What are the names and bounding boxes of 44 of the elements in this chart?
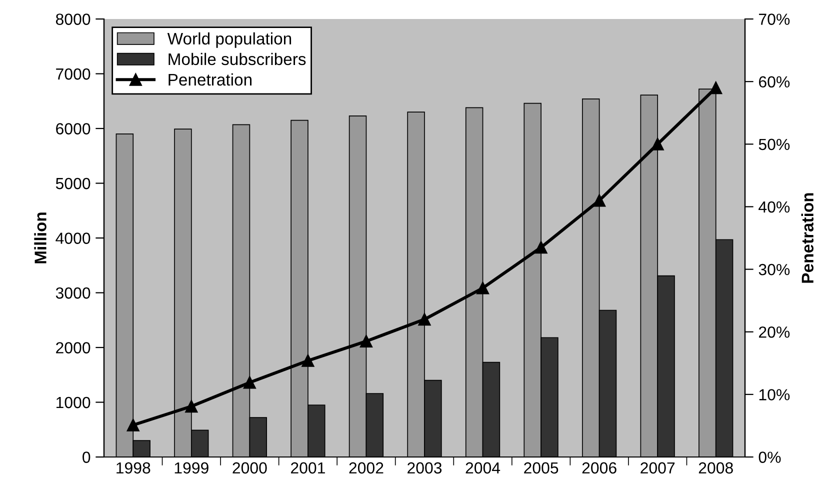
y2-tick-label: 50% (758, 138, 790, 150)
point (185, 400, 198, 413)
legend-label: World population (167, 32, 292, 48)
x-tick-label: 2001 (290, 462, 325, 474)
y-tick-label: 6000 (56, 123, 90, 134)
point (418, 313, 431, 326)
x-tick-label: 2007 (640, 462, 675, 474)
y-axis-title: Million (34, 212, 46, 264)
point (593, 194, 606, 207)
point (126, 418, 140, 432)
y2-tick-label: 0% (758, 452, 781, 463)
y-tick-label: 3000 (56, 287, 90, 299)
y-tick-label: 0 (82, 452, 90, 463)
legend-label: Mobile subscribers (168, 52, 306, 66)
x-tick-label: 2002 (349, 462, 384, 474)
y2-tick-label: 30% (758, 264, 790, 276)
point (476, 282, 490, 294)
y2-axis-title: Penetration (801, 193, 814, 283)
y-tick-label: 1000 (56, 396, 90, 408)
y2-tick-label: 20% (759, 326, 790, 338)
point (360, 334, 372, 348)
y2-tick-label: 70% (759, 14, 790, 25)
x-tick-label: 2000 (232, 462, 267, 474)
legend-label: Penetration (168, 73, 252, 86)
point (302, 354, 314, 367)
y2-tick-label: 10% (759, 389, 790, 400)
y2-tick-label: 60% (759, 76, 790, 88)
point (243, 376, 256, 389)
point (651, 138, 664, 150)
x-tick-label: 2008 (698, 462, 733, 474)
y-tick-label: 5000 (56, 178, 90, 190)
y-tick-label: 7000 (56, 68, 90, 80)
x-tick-label: 1999 (174, 462, 208, 474)
x-tick-label: 2005 (524, 462, 558, 474)
point (710, 82, 722, 94)
y-tick-label: 4000 (56, 232, 90, 244)
x-tick-label: 2006 (582, 462, 616, 474)
point (534, 241, 548, 254)
x-tick-label: 1998 (116, 462, 150, 474)
x-tick-label: 2004 (466, 462, 500, 474)
x-tick-label: 2003 (408, 462, 442, 474)
y-tick-label: 2000 (56, 342, 90, 354)
y2-tick-label: 40% (758, 201, 790, 213)
y-tick-label: 8000 (56, 14, 90, 25)
